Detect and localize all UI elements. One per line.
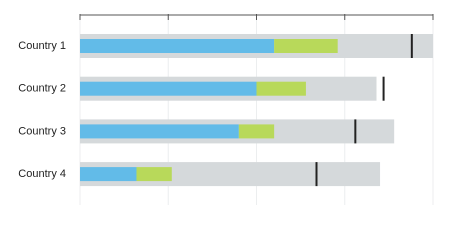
measure-bar [238,124,275,139]
measure-bar [80,124,239,139]
measure-bar [274,39,338,53]
category-label: Country 4 [18,168,66,180]
measure-bar [80,167,137,182]
chart: Country 1 Country 2 Country 3 Country 4 [18,14,434,205]
category-label: Country 1 [18,40,66,52]
category-label: Country 3 [18,125,66,137]
measure-bar [80,39,275,53]
measure-bar [136,167,172,182]
category-label: Country 2 [18,83,66,95]
measure-bar [256,81,306,96]
measure-bar [80,81,257,96]
